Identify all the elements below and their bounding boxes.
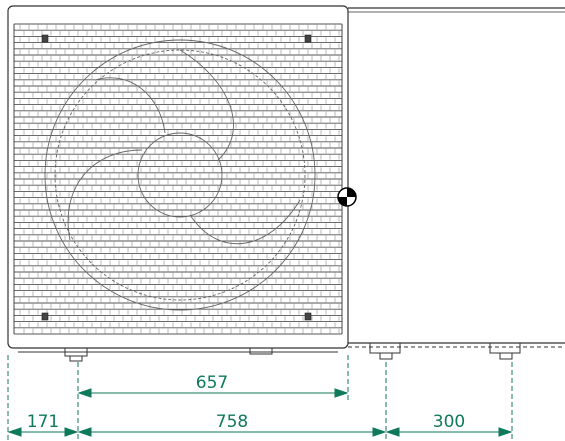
fan-blade-curve-1 [179,49,234,161]
fan-outer-ring [44,39,316,311]
arrow-657-right [334,388,349,398]
arrow-300-right [498,427,513,437]
fan-blade-curve-4 [94,77,166,134]
dimension-label-300: 300 [433,412,465,432]
arrow-758-right [372,427,387,437]
unit-base [12,342,565,362]
dimension-lines [7,388,513,437]
foot-right-front [369,342,401,354]
foot-center [249,347,273,355]
extension-lines [7,355,513,441]
fan-blade-curve-2 [189,199,301,245]
center-of-gravity-icon [337,187,357,207]
foot-right-front-inner [379,352,393,360]
fan-blade-curve-3 [67,149,143,241]
foot-right-rear-inner [499,352,513,360]
fan-hub [137,132,223,218]
fan-outline [44,39,316,311]
foot-right-rear [489,342,521,354]
mount-bracket-top-left [41,34,49,43]
dimension-label-758: 758 [216,412,248,432]
dimension-label-171: 171 [27,412,59,432]
arrow-300-left [385,427,400,437]
arrow-171-right [64,427,79,437]
dimension-label-657: 657 [196,373,228,393]
mount-brackets [41,34,312,321]
mount-bracket-bottom-right [304,312,312,321]
arrow-171-left [7,427,22,437]
fan-outer-ring-inner [54,49,306,301]
mount-bracket-top-right [304,34,312,43]
arrow-758-left [77,427,92,437]
arrow-657-left [77,388,92,398]
foot-left-inner [69,355,83,362]
fan-grille [13,23,343,335]
mount-bracket-bottom-left [41,312,49,321]
